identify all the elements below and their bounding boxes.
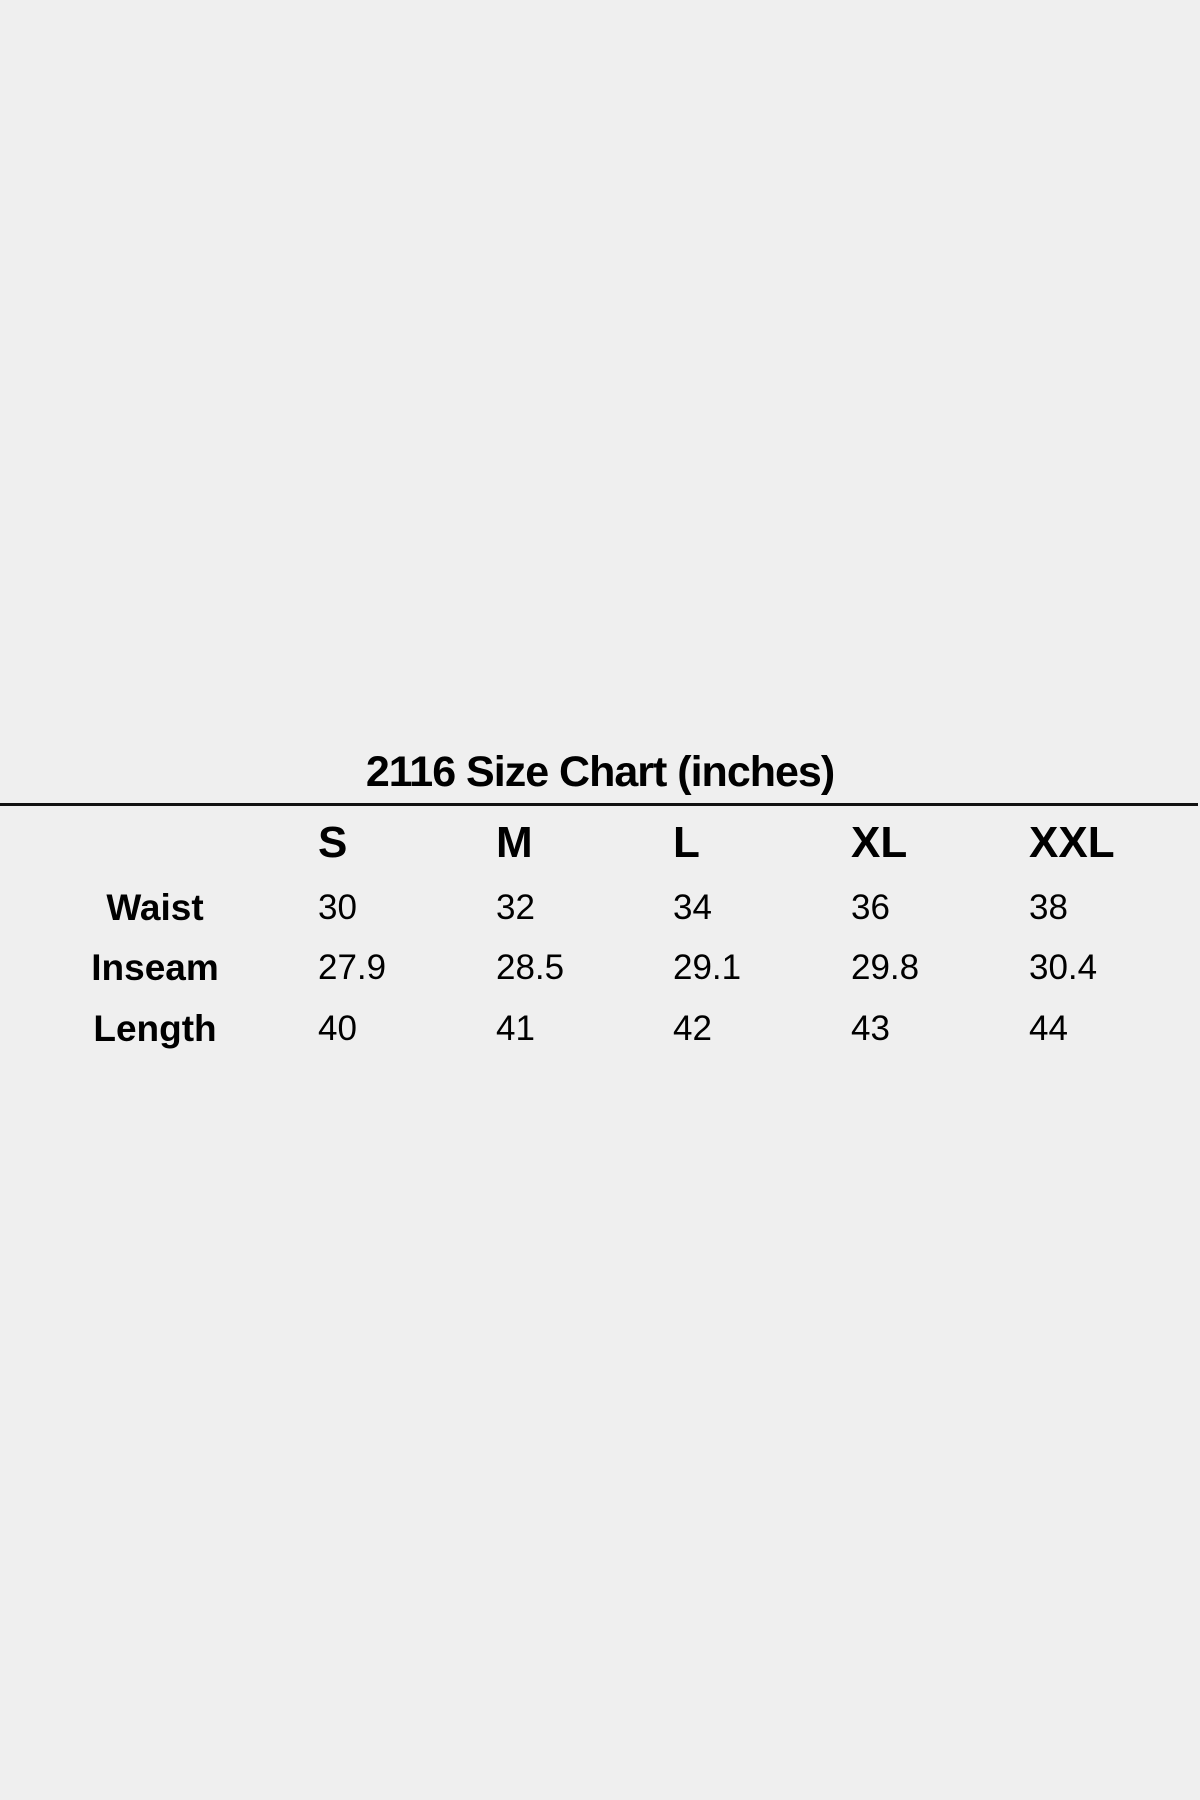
table-cell: 34 (673, 888, 712, 927)
column-header: XXL (1029, 818, 1115, 867)
row-label: Inseam (91, 947, 219, 988)
column-header: XL (851, 818, 908, 867)
table-cell: 27.9 (318, 948, 387, 987)
row-label: Waist (106, 887, 204, 928)
table-cell: 32 (496, 888, 535, 927)
table-cell: 43 (851, 1009, 890, 1048)
table-cell: 30 (318, 888, 357, 927)
column-header: M (496, 818, 533, 867)
column-header: L (673, 818, 700, 867)
table-cell: 44 (1029, 1009, 1068, 1048)
table-cell: 40 (318, 1009, 357, 1048)
table-cell: 36 (851, 888, 890, 927)
table-cell: 28.5 (496, 948, 565, 987)
table-cell: 30.4 (1029, 948, 1098, 987)
table-cell: 38 (1029, 888, 1068, 927)
column-header: S (318, 818, 348, 867)
title-divider (0, 803, 1198, 806)
table-cell: 29.1 (673, 948, 742, 987)
table-cell: 42 (673, 1009, 712, 1048)
table-cell: 29.8 (851, 948, 920, 987)
table-cell: 41 (496, 1009, 535, 1048)
chart-title: 2116 Size Chart (inches) (365, 748, 835, 796)
row-label: Length (93, 1008, 217, 1049)
